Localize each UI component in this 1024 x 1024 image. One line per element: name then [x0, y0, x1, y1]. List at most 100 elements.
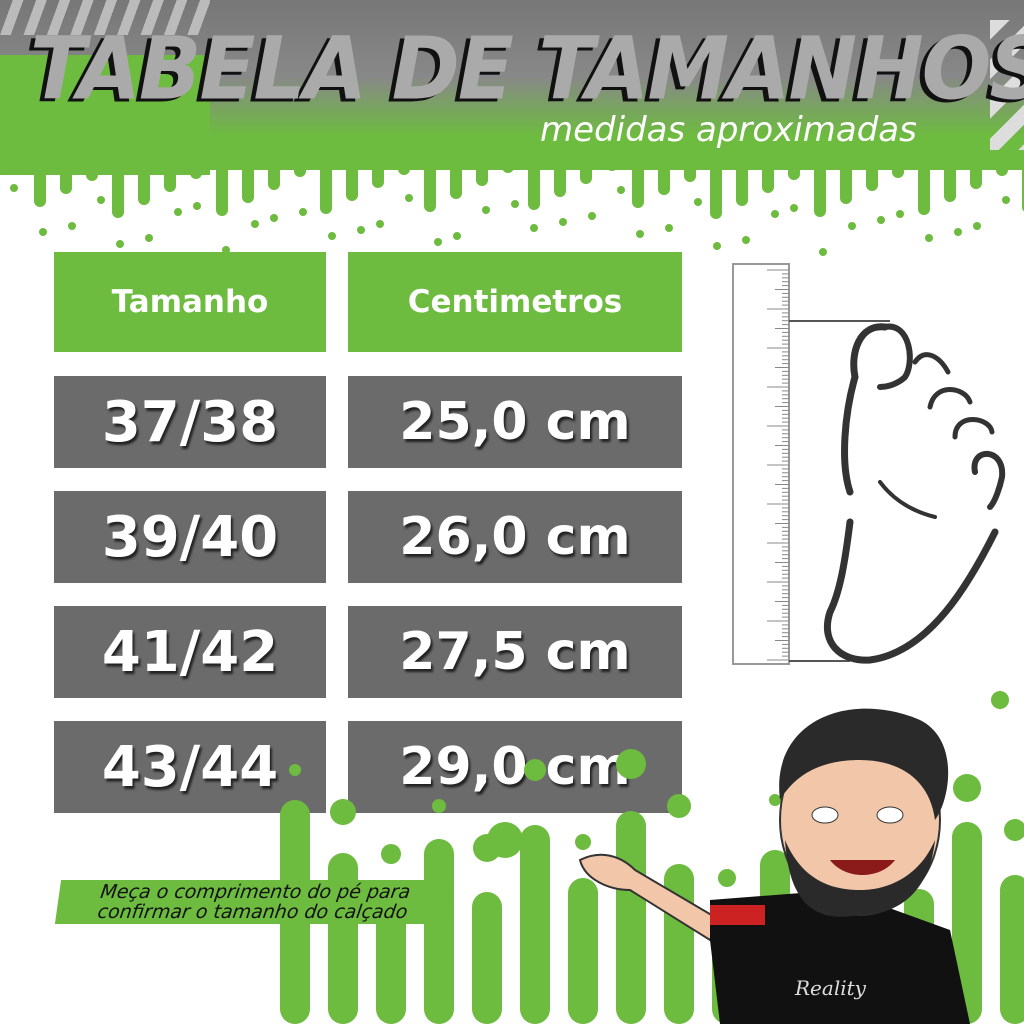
drop [1002, 196, 1010, 204]
drip [86, 150, 98, 181]
drop [713, 242, 721, 250]
drip [788, 150, 800, 180]
drop [357, 226, 365, 234]
drop [193, 202, 201, 210]
page-title: TABELA DE TAMANHOS [30, 19, 1024, 120]
ruler-icon [732, 263, 790, 665]
drip [242, 150, 254, 203]
drip [996, 150, 1008, 176]
stripes-decoration-right [990, 20, 1024, 150]
cm-cell: 27,5 cm [348, 606, 682, 698]
page-subtitle: medidas aproximadas [540, 110, 917, 150]
drop [145, 234, 153, 242]
drip [320, 150, 332, 214]
drip [294, 150, 306, 177]
splash-drop [575, 834, 591, 850]
right-eye [876, 806, 904, 824]
drop [790, 204, 798, 212]
note-line-1: Meça o comprimento do pé para [99, 881, 412, 903]
drip [190, 150, 202, 179]
drop [251, 220, 259, 228]
drip [502, 150, 514, 173]
drip [346, 150, 358, 201]
drop [328, 232, 336, 240]
foot-icon [823, 323, 1006, 664]
splash-column [1000, 875, 1024, 1024]
drip [112, 150, 124, 218]
drip [840, 150, 852, 204]
splash-drop [769, 794, 781, 806]
drop [636, 230, 644, 238]
size-cell: 37/38 [54, 376, 326, 468]
splash-column [472, 892, 502, 1024]
splash-drop [524, 759, 546, 781]
splash-drop [667, 794, 691, 818]
drip [814, 150, 826, 217]
shirt-logo: Reality [794, 976, 867, 1000]
header-tamanho: Tamanho [54, 252, 326, 352]
drop [742, 236, 750, 244]
note-line-2: confirmar o tamanho do calçado [96, 901, 409, 923]
drip [658, 150, 670, 195]
drop [954, 228, 962, 236]
drip [528, 150, 540, 210]
drop [530, 224, 538, 232]
splash-column [952, 822, 982, 1024]
drip [138, 150, 150, 205]
splash-column [568, 878, 598, 1024]
drop [482, 206, 490, 214]
drip [8, 150, 20, 170]
left-eye [811, 806, 839, 824]
drop [848, 222, 856, 230]
splash-column [520, 825, 550, 1024]
drip [476, 150, 488, 186]
drip [424, 150, 436, 212]
drip [60, 150, 72, 194]
drop [116, 240, 124, 248]
drop [376, 220, 384, 228]
drop [617, 186, 625, 194]
drip [268, 150, 280, 190]
splash-drop [991, 691, 1009, 709]
drip [684, 150, 696, 182]
drop [665, 224, 673, 232]
shirt [710, 890, 970, 1024]
header-centimetros: Centimetros [348, 252, 682, 352]
splash-drop [718, 869, 736, 887]
mouth [830, 860, 895, 875]
drip [632, 150, 644, 208]
sleeve-stripe [710, 905, 765, 925]
drop [10, 184, 18, 192]
size-cell: 41/42 [54, 606, 326, 698]
drip [580, 150, 592, 184]
drip [944, 150, 956, 202]
cm-cell: 25,0 cm [348, 376, 682, 468]
drop [694, 198, 702, 206]
drip [892, 150, 904, 178]
drop [434, 238, 442, 246]
stripes-decoration [0, 0, 210, 35]
drop [299, 208, 307, 216]
drip [372, 150, 384, 188]
cm-cell: 26,0 cm [348, 491, 682, 583]
drop [925, 234, 933, 242]
splash-drop [432, 799, 446, 813]
splash-column [376, 906, 406, 1024]
splash-drop [953, 774, 981, 802]
splash-drop [289, 764, 301, 776]
drop [973, 222, 981, 230]
arm [578, 853, 722, 942]
drop [771, 210, 779, 218]
drip [918, 150, 930, 215]
drop [896, 210, 904, 218]
drip [554, 150, 566, 197]
drop [405, 194, 413, 202]
splash-column [328, 853, 358, 1024]
size-cell: 43/44 [54, 721, 326, 813]
measure-note: Meça o comprimento do pé para confirmar … [54, 880, 454, 924]
mascot-avatar: Reality [578, 708, 970, 1024]
splash-drop [487, 822, 523, 858]
drip-decoration [0, 150, 1024, 256]
drop [511, 200, 519, 208]
drip [34, 150, 46, 207]
